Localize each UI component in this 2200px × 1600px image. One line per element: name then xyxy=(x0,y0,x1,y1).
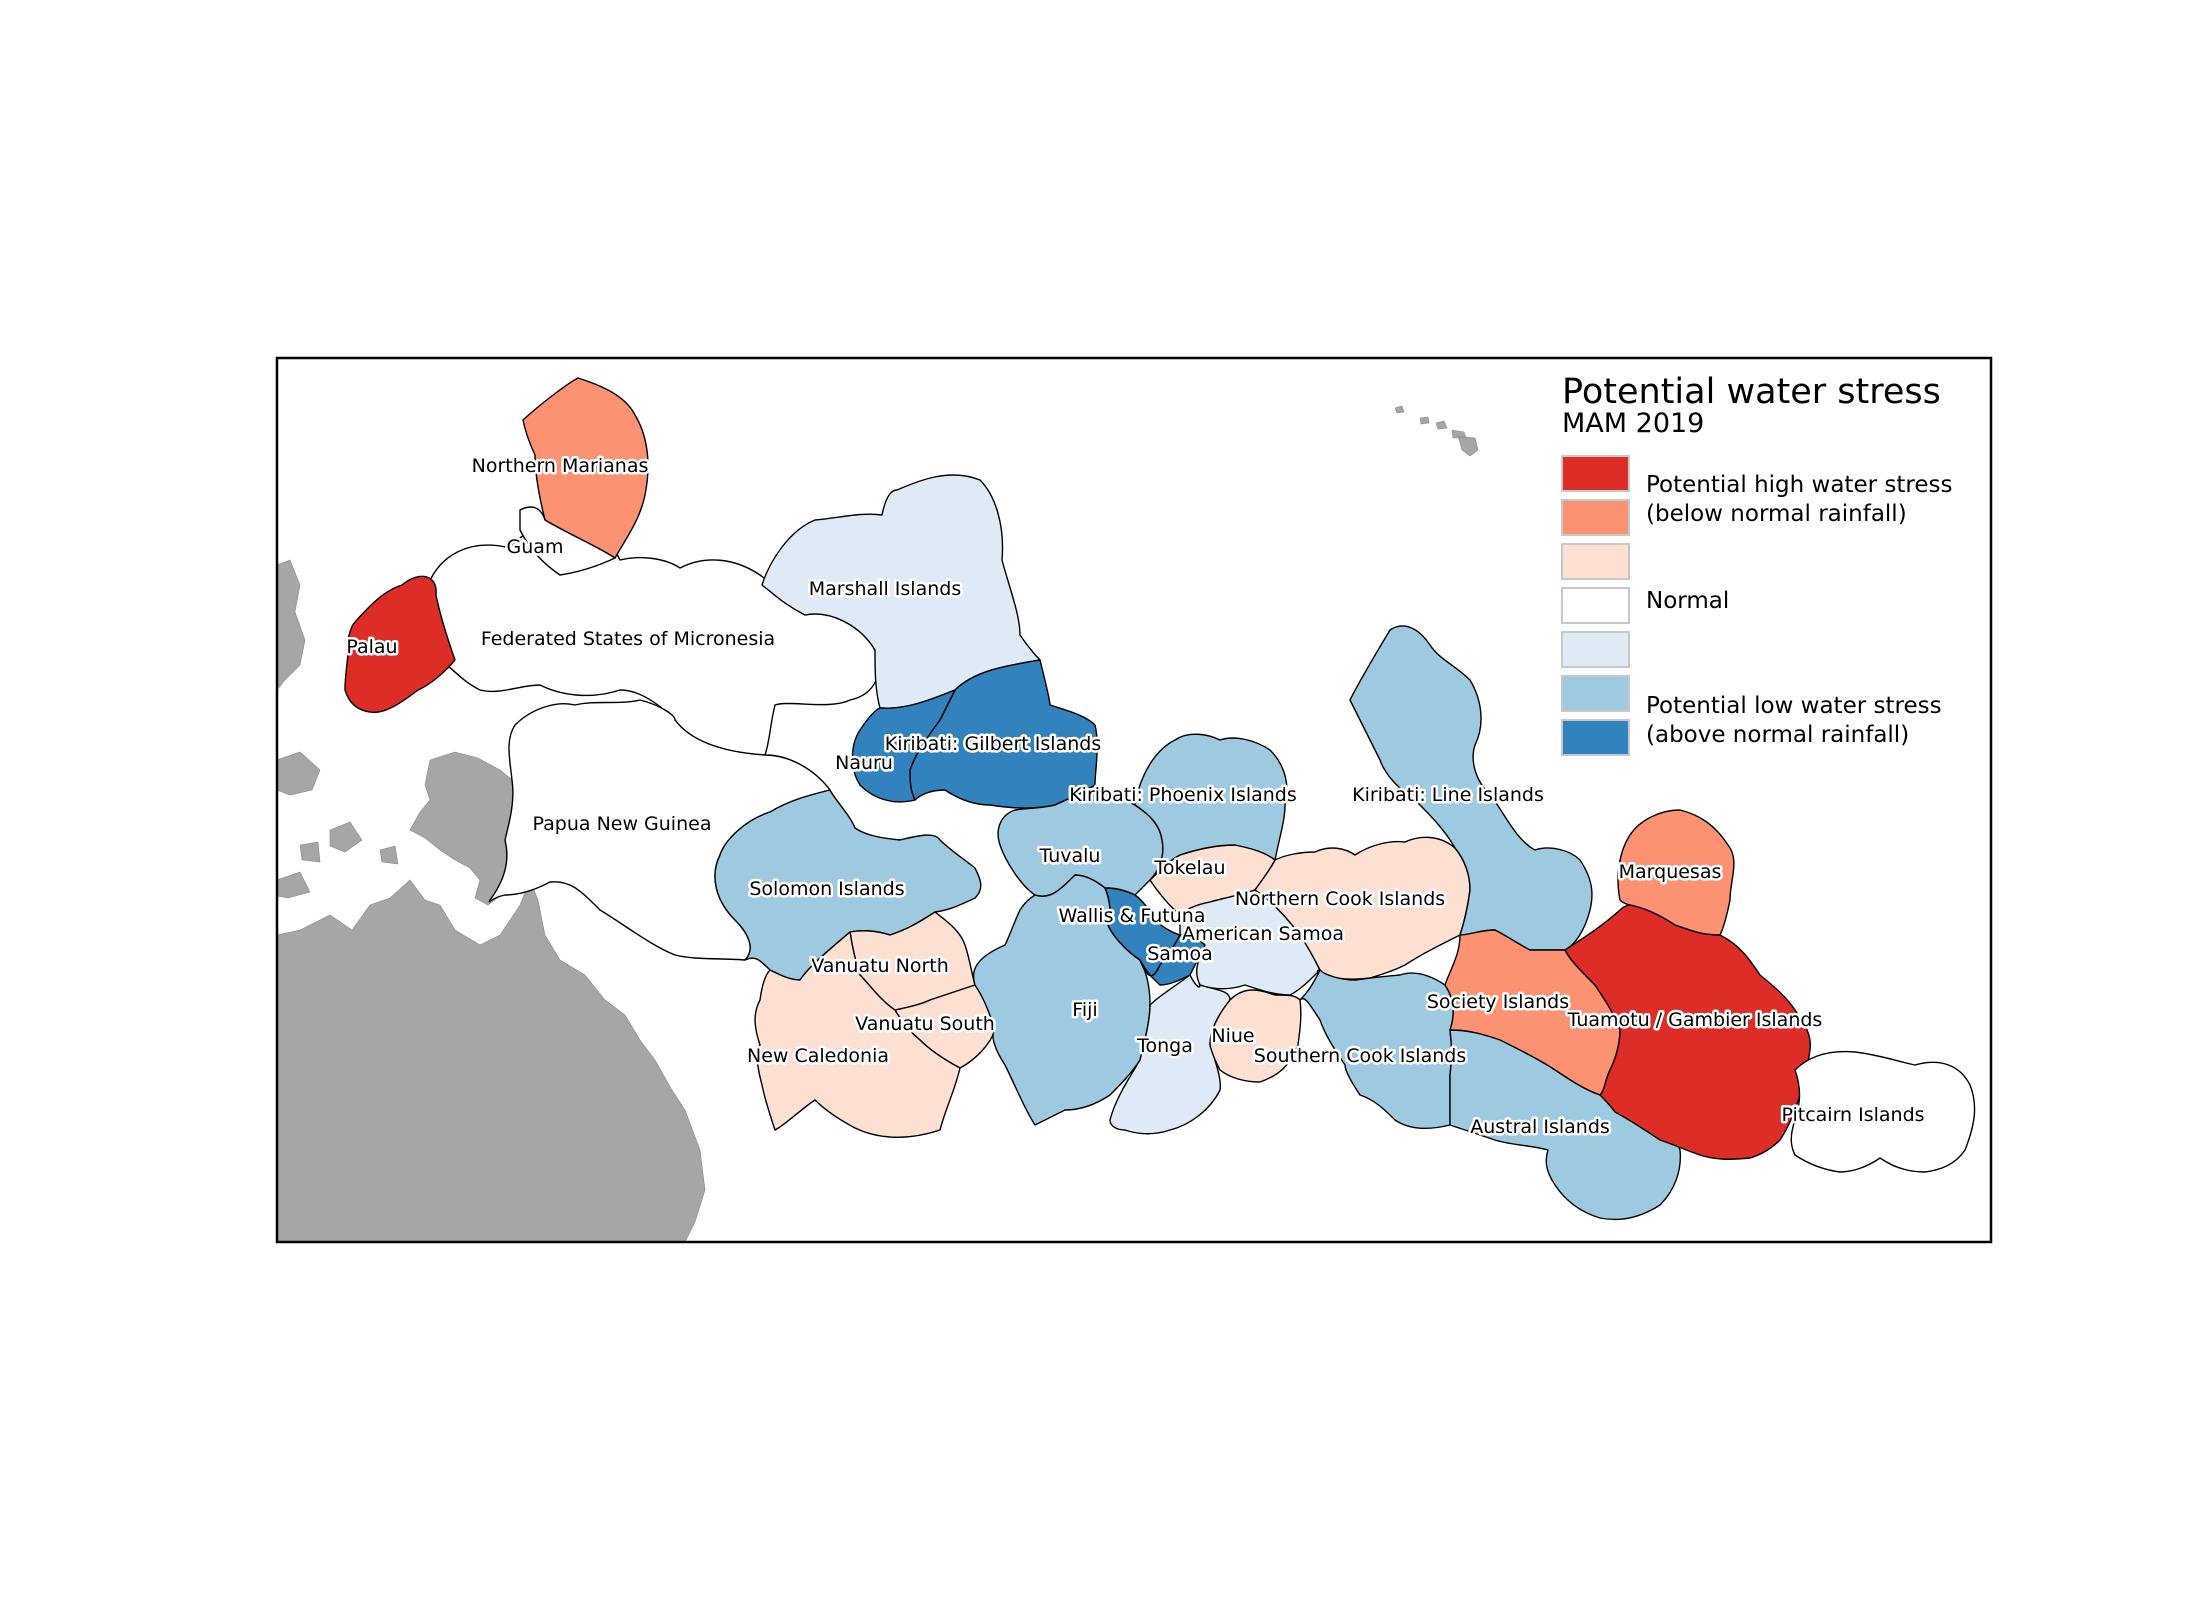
legend-swatch-below-normal xyxy=(1561,499,1630,536)
label-tuvalu: Tuvalu xyxy=(1039,845,1101,867)
label-fiji: Fiji xyxy=(1072,999,1097,1021)
label-austral-islands: Austral Islands xyxy=(1470,1116,1610,1138)
legend-swatch-above-normal xyxy=(1561,719,1630,756)
label-niue: Niue xyxy=(1211,1025,1254,1047)
label-tokelau: Tokelau xyxy=(1154,857,1226,879)
label-northern-cook-islands: Northern Cook Islands xyxy=(1235,888,1445,910)
label-marshall-islands: Marshall Islands xyxy=(809,578,961,600)
label-vanuatu-north: Vanuatu North xyxy=(811,955,949,977)
label-new-caledonia: New Caledonia xyxy=(747,1045,889,1067)
eez-regions xyxy=(344,377,1976,1221)
legend-label-above-normal: (above normal rainfall) xyxy=(1646,722,1909,748)
region-niue xyxy=(1209,989,1302,1083)
label-wallis-futuna: Wallis & Futuna xyxy=(1059,905,1206,927)
legend-label-high-stress: Potential high water stress xyxy=(1646,472,1952,498)
label-tonga: Tonga xyxy=(1136,1035,1193,1057)
legend-swatch-slightly-dry xyxy=(1561,543,1630,580)
region-northern-cook-islands xyxy=(1254,836,1471,980)
label-southern-cook-islands: Southern Cook Islands xyxy=(1254,1045,1466,1067)
legend: Potential water stress MAM 2019 Potentia… xyxy=(1561,372,1952,756)
label-pitcairn-islands: Pitcairn Islands xyxy=(1781,1104,1924,1126)
legend-swatch-low-stress xyxy=(1561,675,1630,712)
label-kiribati-gilbert: Kiribati: Gilbert Islands xyxy=(885,733,1101,755)
region-palau xyxy=(344,575,456,714)
label-american-samoa: American Samoa xyxy=(1182,923,1344,945)
region-tuamotu-gambier xyxy=(1564,904,1812,1160)
legend-swatch-high-stress xyxy=(1561,455,1630,492)
label-solomon-islands: Solomon Islands xyxy=(749,878,904,900)
region-solomon-islands xyxy=(714,789,982,981)
region-northern-marianas xyxy=(522,377,649,559)
hawaii-islands xyxy=(1394,405,1479,457)
region-nauru xyxy=(851,689,956,803)
legend-subtitle: MAM 2019 xyxy=(1562,408,1704,439)
label-northern-marianas: Northern Marianas xyxy=(472,455,649,477)
label-marquesas: Marquesas xyxy=(1619,861,1722,883)
legend-label-low-stress: Potential low water stress xyxy=(1646,693,1942,719)
region-kiribati-line xyxy=(1349,625,1593,951)
region-new-caledonia xyxy=(754,931,961,1138)
legend-swatch-normal xyxy=(1561,587,1630,624)
region-pitcairn-islands xyxy=(1790,1050,1976,1173)
australia-landmass xyxy=(277,879,706,1242)
label-kiribati-phoenix: Kiribati: Phoenix Islands xyxy=(1069,784,1297,806)
region-marshall-islands xyxy=(761,474,1041,709)
legend-label-below-normal: (below normal rainfall) xyxy=(1646,501,1907,527)
label-kiribati-line: Kiribati: Line Islands xyxy=(1352,784,1544,806)
label-nauru: Nauru xyxy=(835,752,893,774)
map-area: Northern Marianas Guam Palau Federated S… xyxy=(277,358,1991,1242)
label-guam: Guam xyxy=(507,536,564,558)
label-vanuatu-south: Vanuatu South xyxy=(855,1013,995,1035)
map-frame xyxy=(275,356,1993,1244)
label-society-islands: Society Islands xyxy=(1427,991,1569,1013)
legend-swatch-slightly-wet xyxy=(1561,631,1630,668)
label-samoa: Samoa xyxy=(1147,943,1212,965)
region-labels: Northern Marianas Guam Palau Federated S… xyxy=(344,453,1927,1141)
label-palau: Palau xyxy=(346,636,397,658)
legend-title: Potential water stress xyxy=(1562,372,1941,412)
indonesia-islands xyxy=(277,559,399,899)
label-papua-new-guinea: Papua New Guinea xyxy=(533,813,712,835)
label-tuamotu-gambier: Tuamotu / Gambier Islands xyxy=(1567,1009,1823,1031)
label-fsm: Federated States of Micronesia xyxy=(481,628,775,650)
region-austral-islands xyxy=(1449,1029,1682,1221)
region-guam xyxy=(519,506,616,576)
legend-label-normal: Normal xyxy=(1646,588,1729,614)
